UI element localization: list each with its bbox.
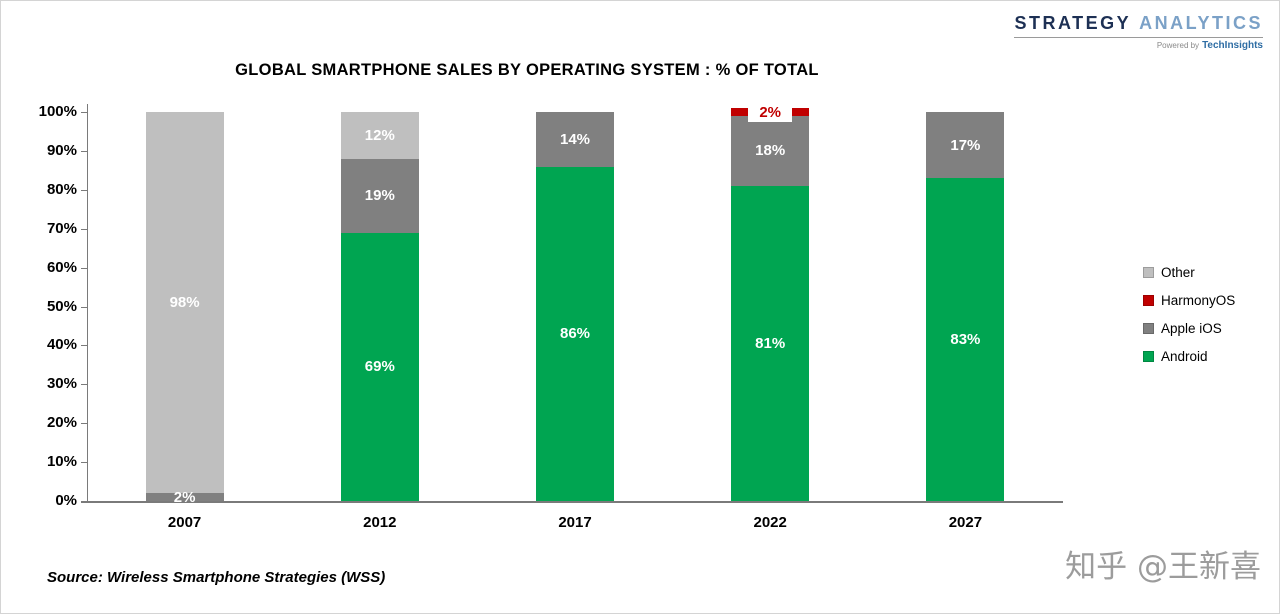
- bar-segment-label: 14%: [536, 130, 614, 149]
- y-axis-tick-label: 10%: [46, 453, 77, 471]
- y-axis-tick-mark: [81, 150, 87, 152]
- legend-label: HarmonyOS: [1161, 293, 1236, 308]
- bar-segment-value: 12%: [364, 126, 395, 144]
- y-axis-tick-label: 70%: [46, 219, 77, 237]
- logo-part-strategy: STRATEGY: [1014, 13, 1132, 33]
- bar-segment-label: 2%: [731, 102, 809, 122]
- bar-segment-label: 19%: [341, 186, 419, 205]
- legend-swatch: [1143, 323, 1154, 334]
- legend-item-harmonyos: HarmonyOS: [1143, 293, 1235, 308]
- y-axis-tick-mark: [81, 112, 87, 113]
- bar-segment-apple-ios: [145, 493, 224, 501]
- bar-segment-label: 81%: [731, 334, 809, 353]
- logo-powered-brand: TechInsights: [1202, 40, 1263, 51]
- legend-swatch: [1143, 267, 1154, 278]
- bar-segment-android: [536, 166, 614, 501]
- x-axis-category-label: 2012: [363, 514, 397, 531]
- y-axis-tick-label: 60%: [46, 258, 77, 276]
- bar-segment-value: 69%: [364, 358, 395, 376]
- logo-divider: [1014, 37, 1263, 38]
- x-axis-category-label: 2007: [167, 514, 202, 531]
- logo-part-analytics: ANALYTICS: [1139, 13, 1263, 33]
- bar-segment-label: 12%: [341, 126, 419, 145]
- bar-segment-other: [145, 112, 224, 494]
- y-axis-tick-label: 30%: [46, 375, 77, 393]
- legend-swatch: [1143, 351, 1154, 362]
- y-axis-tick-mark: [81, 267, 87, 269]
- y-axis-tick-mark: [81, 306, 87, 308]
- logo-powered-prefix: Powered by: [1156, 41, 1200, 50]
- bar-segment-label: 69%: [341, 357, 419, 376]
- x-axis-category-label: 2027: [948, 514, 983, 531]
- y-axis-tick-mark: [81, 189, 87, 191]
- y-axis-tick-label: 80%: [46, 180, 77, 198]
- y-axis-tick-label: 100%: [38, 103, 77, 120]
- bar-segment-value: 2%: [748, 102, 793, 122]
- legend-label: Android: [1161, 349, 1208, 364]
- logo-wordmark: STRATEGY ANALYTICS: [1014, 13, 1263, 34]
- y-axis-tick-mark: [81, 423, 87, 425]
- legend-item-android: Android: [1143, 349, 1235, 364]
- chart-legend: Other HarmonyOS Apple iOS Android: [1143, 265, 1235, 377]
- bar-segment-label: 17%: [926, 136, 1004, 155]
- bar-segment-label: 98%: [146, 293, 224, 312]
- chart-title: GLOBAL SMARTPHONE SALES BY OPERATING SYS…: [235, 61, 819, 79]
- x-axis-category-label: 2022: [753, 514, 787, 531]
- bar-segment-value: 2%: [173, 488, 196, 506]
- bar-segment-android: [731, 185, 810, 501]
- x-axis-category-label: 2017: [558, 514, 592, 531]
- legend-item-apple-ios: Apple iOS: [1143, 321, 1235, 336]
- legend-item-other: Other: [1143, 265, 1235, 280]
- bar-segment-value: 14%: [559, 130, 591, 148]
- y-axis-line: [87, 104, 88, 501]
- bar-segment-label: 83%: [926, 330, 1004, 349]
- source-note: Source: Wireless Smartphone Strategies (…: [47, 569, 386, 586]
- logo-powered-by: Powered by TechInsights: [1014, 40, 1263, 51]
- bar-segment-label: 2%: [146, 488, 224, 507]
- bar-segment-value: 17%: [950, 136, 981, 154]
- bar-segment-apple-ios: [536, 112, 614, 167]
- bar-segment-value: 98%: [169, 294, 200, 312]
- bar-segment-value: 19%: [364, 187, 395, 205]
- legend-swatch: [1143, 295, 1154, 306]
- bar-segment-label: 18%: [731, 141, 809, 160]
- y-axis-tick-label: 40%: [46, 336, 77, 354]
- y-axis-tick-label: 90%: [46, 141, 77, 159]
- y-axis-tick-label: 50%: [46, 297, 77, 315]
- y-axis-tick-mark: [81, 501, 87, 502]
- bar-segment-apple-ios: [731, 115, 810, 186]
- watermark-zhihu: 知乎 @王新喜: [1065, 549, 1261, 585]
- y-axis-tick-mark: [81, 462, 87, 464]
- bar-segment-value: 86%: [559, 325, 591, 343]
- x-axis-line: [81, 501, 1063, 503]
- bar-segment-apple-ios: [340, 158, 419, 233]
- bar-segment-value: 81%: [755, 335, 786, 352]
- bar-segment-value: 18%: [755, 142, 786, 160]
- bar-segment-android: [340, 232, 419, 501]
- y-axis-tick-label: 0%: [55, 492, 77, 509]
- y-axis-tick-mark: [81, 345, 87, 347]
- bar-segment-value: 83%: [950, 331, 981, 349]
- y-axis-tick-label: 20%: [46, 414, 77, 432]
- bar-segment-apple-ios: [926, 112, 1005, 179]
- bar-segment-android: [926, 178, 1005, 501]
- bar-segment-other: [340, 112, 419, 159]
- strategy-analytics-logo: STRATEGY ANALYTICS Powered by TechInsights: [1014, 13, 1263, 51]
- y-axis-tick-mark: [81, 228, 87, 230]
- legend-label: Apple iOS: [1161, 321, 1222, 336]
- legend-label: Other: [1161, 265, 1195, 280]
- y-axis-tick-mark: [81, 384, 87, 386]
- bar-segment-label: 86%: [536, 324, 614, 343]
